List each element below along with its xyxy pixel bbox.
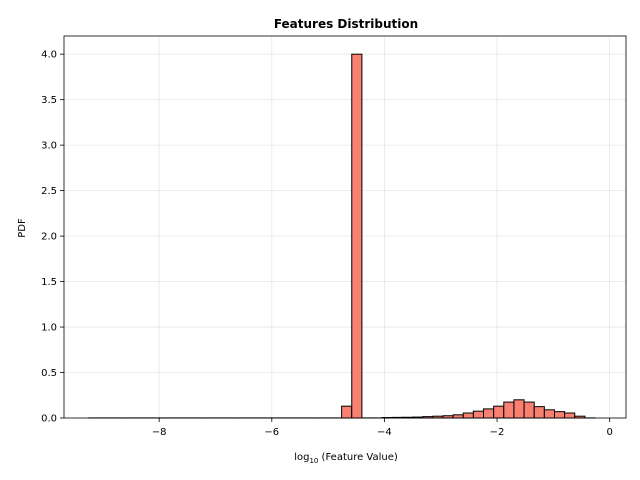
- x-axis-label: log10 (Feature Value): [294, 452, 398, 465]
- y-tick-label: 0.0: [41, 414, 57, 425]
- histogram-bar: [523, 401, 535, 419]
- histogram-bar: [472, 410, 485, 419]
- y-axis-label: PDF: [17, 218, 28, 238]
- y-axis-ticks: 0.0 0.5 1.0 1.5 2.0 2.5 3.0 3.5 4.0: [41, 50, 64, 425]
- x-tick-label: −6: [264, 427, 279, 438]
- x-tick-label: −8: [152, 427, 167, 438]
- x-axis-label-suffix: (Feature Value): [318, 452, 398, 463]
- histogram-bar: [564, 412, 576, 419]
- histogram-bar: [553, 411, 566, 419]
- x-tick-label: 0: [606, 427, 612, 438]
- histogram-bar: [533, 406, 545, 419]
- axes-frame: [63, 35, 627, 419]
- y-tick-label: 0.5: [41, 368, 57, 379]
- y-tick-label: 2.5: [41, 186, 57, 197]
- x-tick-label: −2: [490, 427, 505, 438]
- y-tick-label: 2.0: [41, 232, 57, 243]
- y-tick-label: 1.0: [41, 323, 57, 334]
- histogram-bar: [351, 53, 363, 419]
- grid: [64, 36, 626, 419]
- x-tick-label: −4: [377, 427, 392, 438]
- histogram-bar: [543, 409, 555, 419]
- histogram-bar: [493, 405, 505, 419]
- x-axis-label-main: log: [294, 452, 309, 463]
- y-tick-label: 1.5: [41, 277, 57, 288]
- x-axis-label-subscript: 10: [309, 457, 318, 465]
- histogram-bar: [503, 401, 515, 419]
- y-tick-label: 4.0: [41, 50, 57, 61]
- chart-title: Features Distribution: [274, 17, 418, 31]
- y-tick-label: 3.5: [41, 95, 57, 106]
- histogram-bar: [452, 414, 464, 419]
- y-tick-label: 3.0: [41, 141, 57, 152]
- histogram-bar: [462, 412, 474, 419]
- histogram-bar: [513, 399, 525, 419]
- histogram-bar: [483, 408, 495, 419]
- x-axis-ticks: −8 −6 −4 −2 0: [152, 418, 613, 438]
- histogram-bar: [341, 405, 353, 419]
